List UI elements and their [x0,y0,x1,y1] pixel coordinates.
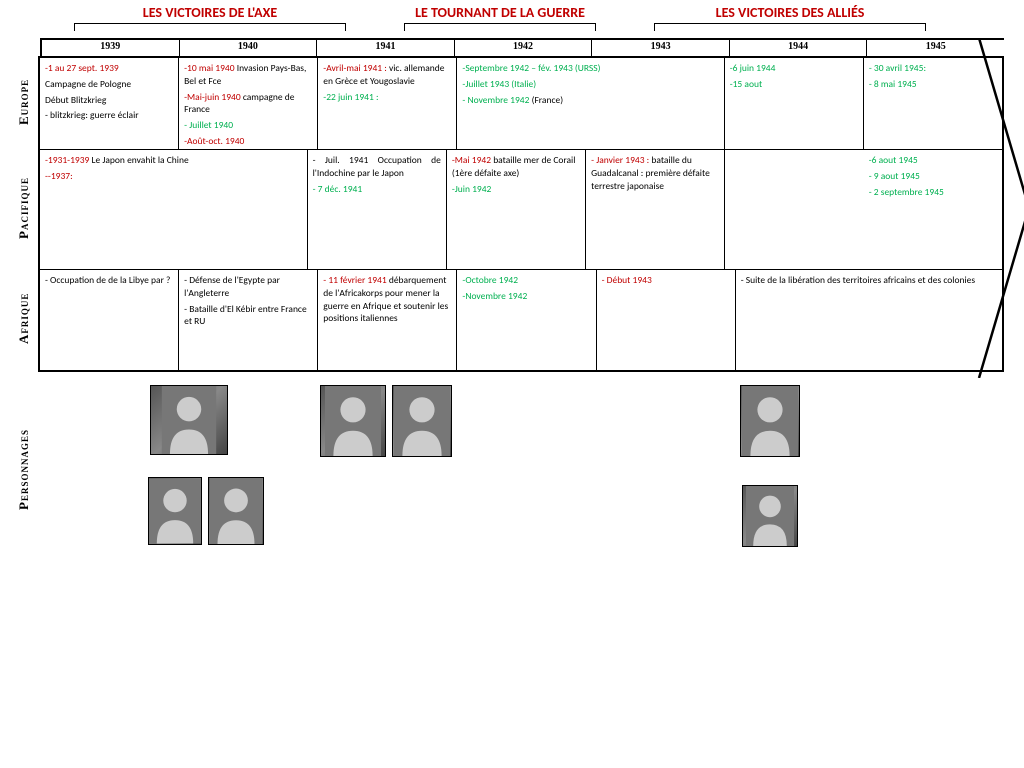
year-1941: 1941 [317,40,455,56]
pacifique-1945: -6 aout 1945 - 9 aout 1945 - 2 septembre… [864,150,1002,269]
phase-1: LES VICTOIRES DE L'AXE [40,4,380,34]
years-row: 1939 1940 1941 1942 1943 1944 1945 [40,38,1004,56]
pacifique-1943: - Janvier 1943 : bataille du Guadalcanal… [586,150,725,269]
afrique-1942: -Octobre 1942 -Novembre 1942 [457,270,596,370]
afrique-1944-45: - Suite de la libération des territoires… [736,270,1002,370]
phase-2: LE TOURNANT DE LA GUERRE [380,4,620,34]
year-1943: 1943 [592,40,730,56]
europe-1940: -10 mai 1940 Invasion Pays-Bas, Bel et F… [179,58,318,149]
portrait-petain [148,477,202,545]
pacifique-1939-40: -1931-1939 Le Japon envahit la Chine--19… [40,150,307,269]
portrait-hirohito [742,485,798,547]
year-1945: 1945 [867,40,1004,56]
year-1944: 1944 [730,40,868,56]
row-europe: -1 au 27 sept. 1939Campagne de PologneDé… [40,58,1002,150]
label-pacifique: Pacifique [10,148,38,268]
year-1942: 1942 [455,40,593,56]
europe-1939: -1 au 27 sept. 1939Campagne de PologneDé… [40,58,179,149]
portrait-truman [740,385,800,457]
portrait-stalin [392,385,452,457]
bracket-icon [654,23,926,31]
row-pacifique: -1931-1939 Le Japon envahit la Chine--19… [40,150,1002,270]
label-personnages: Personnages [10,390,38,550]
europe-1944: -6 juin 1944 -15 aout [724,58,864,149]
label-afrique: Afrique [10,268,38,368]
afrique-1941: - 11 février 1941 débarquement de l'Afri… [318,270,457,370]
portrait-roosevelt [320,385,386,457]
phase-3: LES VICTOIRES DES ALLIÉS [620,4,960,34]
row-afrique: - Occupation de de la Libye par ? - Défe… [40,270,1002,370]
row-labels: Europe Pacifique Afrique [10,56,38,372]
portrait-de-gaulle [150,385,228,455]
europe-1942-43: -Septembre 1942 – fév. 1943 (URSS) -Juil… [457,58,723,149]
phase-2-title: LE TOURNANT DE LA GUERRE [380,4,620,21]
bracket-icon [74,23,346,31]
timeline-grid: Europe Pacifique Afrique -1 au 27 sept. … [10,56,1004,372]
phase-1-title: LES VICTOIRES DE L'AXE [40,4,380,21]
year-1939: 1939 [42,40,180,56]
europe-1941: -Avril-mai 1941 : vic. allemande en Grèc… [318,58,457,149]
phase-headers: LES VICTOIRES DE L'AXE LE TOURNANT DE LA… [40,4,1004,34]
afrique-1940: - Défense de l'Egypte par l'Angleterre -… [179,270,318,370]
pacifique-1941: - Juil. 1941 Occupation de l'Indochine p… [307,150,447,269]
afrique-1943: - Début 1943 [597,270,736,370]
portrait-churchill [208,477,264,545]
bracket-icon [404,23,596,31]
europe-1945: - 30 avril 1945: - 8 mai 1945 [864,58,1002,149]
phase-3-title: LES VICTOIRES DES ALLIÉS [620,4,960,21]
label-europe: Europe [10,56,38,148]
pacifique-1944 [725,150,863,269]
table-body: -1 au 27 sept. 1939Campagne de PologneDé… [38,56,1004,372]
pacifique-1942: -Mai 1942 bataille mer de Corail (1ère d… [447,150,586,269]
year-1940: 1940 [180,40,318,56]
afrique-1939: - Occupation de de la Libye par ? [40,270,179,370]
